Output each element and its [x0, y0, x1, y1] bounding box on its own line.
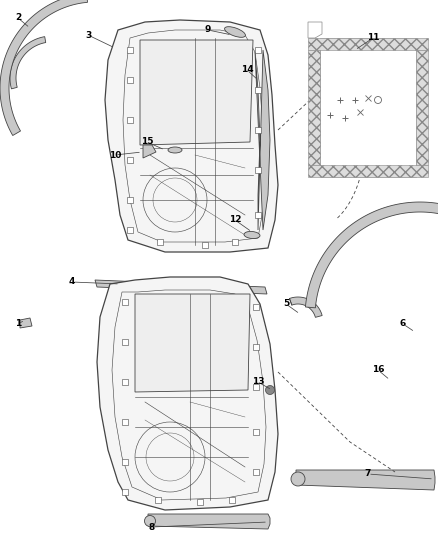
Circle shape	[291, 472, 305, 486]
Bar	[122, 419, 128, 425]
Ellipse shape	[168, 147, 182, 153]
Bar	[197, 499, 203, 505]
Bar	[122, 299, 128, 305]
Polygon shape	[10, 37, 46, 89]
Text: 5: 5	[283, 300, 289, 309]
Bar	[127, 77, 133, 83]
Bar	[122, 459, 128, 465]
Bar	[416, 50, 428, 165]
Text: 15: 15	[141, 138, 153, 147]
Text: 4: 4	[69, 278, 75, 287]
Polygon shape	[290, 297, 322, 317]
Circle shape	[145, 515, 155, 527]
Text: 8: 8	[149, 522, 155, 531]
Text: 16: 16	[372, 366, 384, 375]
Text: 11: 11	[367, 34, 379, 43]
Bar	[202, 242, 208, 248]
Polygon shape	[255, 50, 270, 230]
Polygon shape	[140, 40, 253, 145]
Bar	[122, 339, 128, 345]
Text: 7: 7	[365, 470, 371, 479]
Text: 6: 6	[400, 319, 406, 328]
Text: 12: 12	[229, 215, 241, 224]
Bar	[253, 469, 259, 475]
Polygon shape	[143, 145, 156, 158]
Text: 1: 1	[15, 319, 21, 328]
Bar	[255, 47, 261, 53]
Bar	[253, 344, 259, 350]
Polygon shape	[20, 318, 32, 328]
Ellipse shape	[244, 231, 260, 239]
Polygon shape	[308, 22, 322, 38]
Text: 2: 2	[15, 13, 21, 22]
Bar	[255, 212, 261, 218]
Polygon shape	[135, 294, 250, 392]
Bar	[122, 489, 128, 495]
Text: 3: 3	[85, 30, 91, 39]
Bar	[127, 227, 133, 233]
Polygon shape	[148, 514, 270, 529]
Polygon shape	[305, 202, 438, 308]
Bar	[122, 379, 128, 385]
Polygon shape	[0, 0, 88, 135]
Bar	[253, 429, 259, 435]
Bar	[308, 50, 320, 165]
Circle shape	[265, 385, 275, 394]
Bar	[127, 117, 133, 123]
Bar	[127, 197, 133, 203]
Bar	[308, 165, 428, 177]
Polygon shape	[296, 470, 435, 490]
Bar	[253, 304, 259, 310]
Bar	[255, 87, 261, 93]
Polygon shape	[97, 277, 278, 510]
Bar	[155, 497, 161, 503]
Bar	[255, 127, 261, 133]
Ellipse shape	[225, 27, 245, 37]
Bar	[127, 157, 133, 163]
Bar	[308, 38, 428, 50]
Bar	[127, 47, 133, 53]
Bar	[253, 384, 259, 390]
Bar	[229, 497, 235, 503]
Bar	[255, 167, 261, 173]
Polygon shape	[95, 280, 267, 294]
Text: 9: 9	[205, 26, 211, 35]
Text: 14: 14	[241, 66, 253, 75]
Polygon shape	[105, 20, 278, 252]
Bar	[320, 38, 416, 177]
Text: 13: 13	[252, 377, 264, 386]
Bar	[232, 239, 238, 245]
Bar	[157, 239, 163, 245]
Text: 10: 10	[109, 150, 121, 159]
